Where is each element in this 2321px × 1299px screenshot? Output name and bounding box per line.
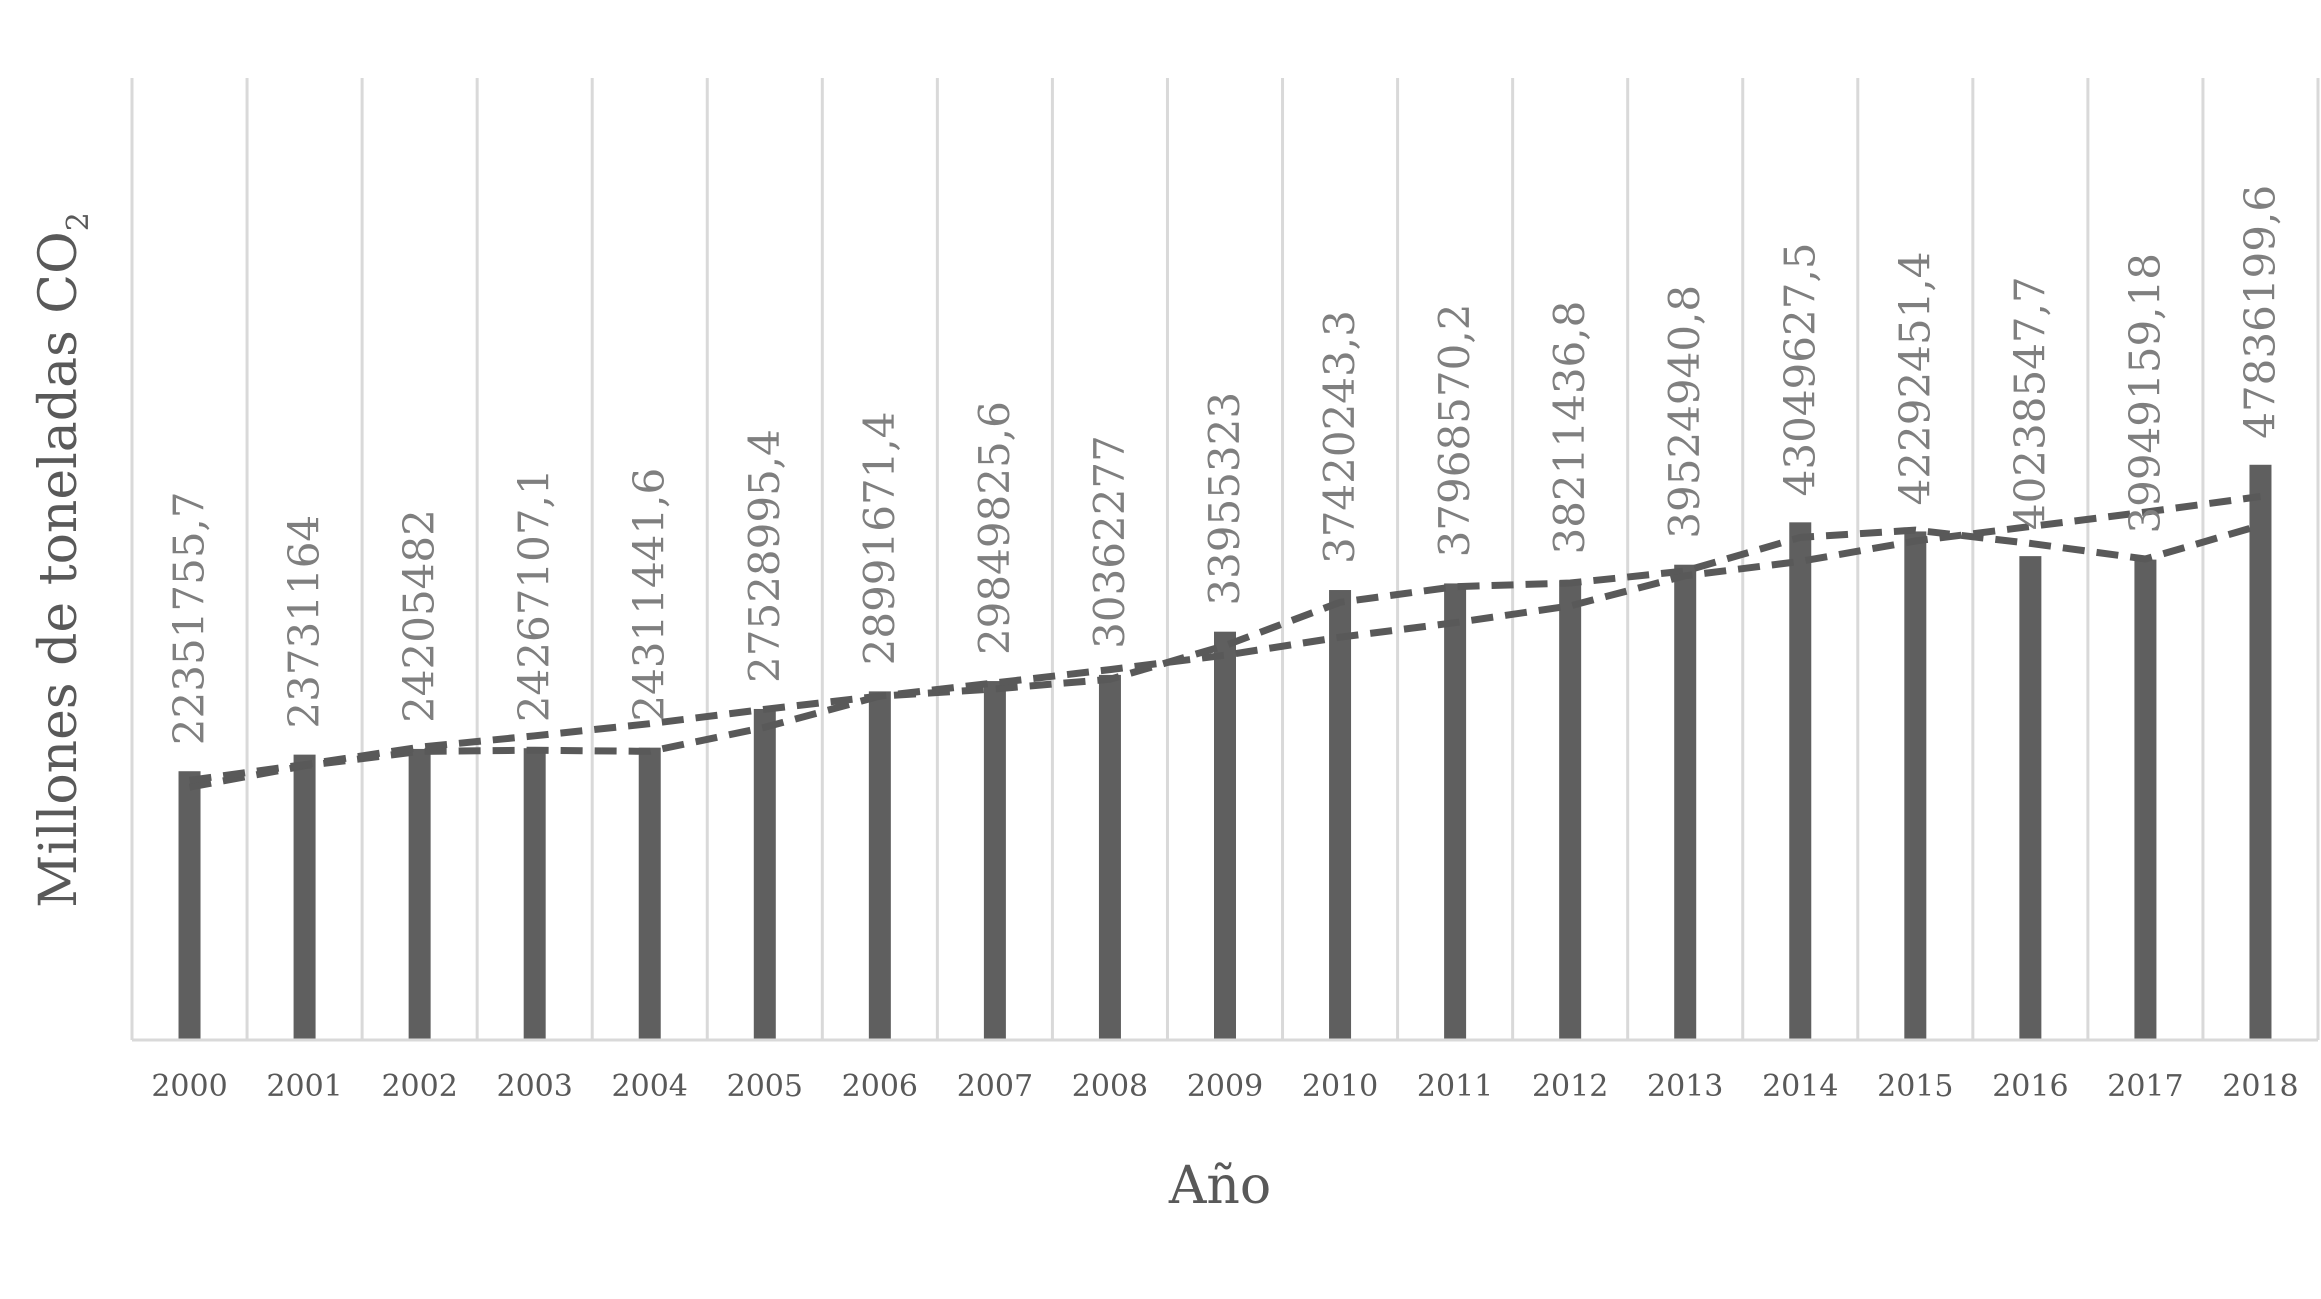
moving-average-line xyxy=(188,521,2262,791)
data-label-2015: 42292451,4 xyxy=(1890,252,1939,506)
data-label-2005: 27528995,4 xyxy=(740,429,789,683)
x-tick-2018: 2018 xyxy=(2222,1069,2298,1104)
bar-2005 xyxy=(753,708,776,1040)
linear-trend-line xyxy=(189,493,2261,784)
x-tick-2005: 2005 xyxy=(727,1069,803,1104)
bar-2011 xyxy=(1444,583,1467,1040)
x-tick-2017: 2017 xyxy=(2107,1069,2183,1104)
data-label-2012: 38211436,8 xyxy=(1545,301,1594,555)
data-label-2004: 24311441,6 xyxy=(625,468,674,722)
bar-2008 xyxy=(1098,674,1121,1040)
x-tick-2011: 2011 xyxy=(1417,1069,1493,1104)
y-axis-title: Millones de toneladas CO2 xyxy=(29,212,96,908)
bar-2010 xyxy=(1329,590,1352,1040)
data-label-2013: 39524940,8 xyxy=(1660,285,1709,539)
data-label-2006: 28991671,4 xyxy=(855,412,904,666)
data-label-2007: 29849825,6 xyxy=(970,401,1019,655)
bar-2013 xyxy=(1674,564,1697,1040)
bar-2015 xyxy=(1904,531,1927,1040)
line-series xyxy=(188,493,2262,791)
x-tick-2002: 2002 xyxy=(381,1069,457,1104)
x-tick-2006: 2006 xyxy=(842,1069,918,1104)
x-tick-2010: 2010 xyxy=(1302,1069,1378,1104)
bar-2001 xyxy=(293,754,316,1040)
x-tick-2009: 2009 xyxy=(1187,1069,1263,1104)
bar-2003 xyxy=(523,748,546,1040)
bar-2007 xyxy=(983,681,1006,1040)
bar-2014 xyxy=(1789,522,1812,1040)
bar-2004 xyxy=(638,747,661,1040)
x-tick-2000: 2000 xyxy=(151,1069,227,1104)
data-label-2016: 40238547,7 xyxy=(2005,276,2054,530)
x-axis-title: Año xyxy=(1168,1156,1271,1216)
bar-2012 xyxy=(1559,580,1582,1040)
data-label-2008: 30362277 xyxy=(1085,435,1134,649)
data-label-2017: 39949159,18 xyxy=(2120,253,2169,534)
x-tick-2013: 2013 xyxy=(1647,1069,1723,1104)
x-tick-2016: 2016 xyxy=(1992,1069,2068,1104)
x-tick-labels: 2000 2001 2002 2003 2004 2005 2006 2007 2008 2009… xyxy=(151,1069,2298,1104)
data-label-2009: 33955323 xyxy=(1200,392,1249,606)
data-label-2001: 23731164 xyxy=(280,515,329,729)
data-label-2018: 47836199,6 xyxy=(2235,185,2284,439)
x-tick-2008: 2008 xyxy=(1072,1069,1148,1104)
bar-2000 xyxy=(178,771,201,1040)
bar-2009 xyxy=(1214,631,1236,1040)
y-axis-title-subscript: 2 xyxy=(61,212,96,231)
data-labels: 22351755,7 23731164 24205482 24267107,1 2431… xyxy=(165,185,2285,745)
x-tick-2012: 2012 xyxy=(1532,1069,1608,1104)
bar-2018 xyxy=(2249,464,2272,1040)
bar-2006 xyxy=(868,691,891,1040)
grid-lines xyxy=(130,78,2320,1040)
x-tick-2014: 2014 xyxy=(1762,1069,1838,1104)
bar-2016 xyxy=(2019,556,2042,1040)
data-label-2011: 37968570,2 xyxy=(1430,304,1479,558)
data-label-2010: 37420243,3 xyxy=(1315,310,1364,564)
bar-series xyxy=(178,464,2272,1040)
data-label-2002: 24205482 xyxy=(395,509,444,723)
data-label-2014: 43049627,5 xyxy=(1775,242,1824,496)
bar-2017 xyxy=(2134,559,2157,1040)
x-tick-2004: 2004 xyxy=(612,1069,688,1104)
y-axis-title-main: Millones de toneladas CO xyxy=(29,231,89,908)
x-tick-2007: 2007 xyxy=(957,1069,1033,1104)
x-tick-2003: 2003 xyxy=(497,1069,573,1104)
bar-2002 xyxy=(408,748,431,1040)
data-label-2000: 22351755,7 xyxy=(165,491,214,745)
x-tick-2015: 2015 xyxy=(1877,1069,1953,1104)
x-tick-2001: 2001 xyxy=(266,1069,342,1104)
data-label-2003: 24267107,1 xyxy=(510,468,559,722)
